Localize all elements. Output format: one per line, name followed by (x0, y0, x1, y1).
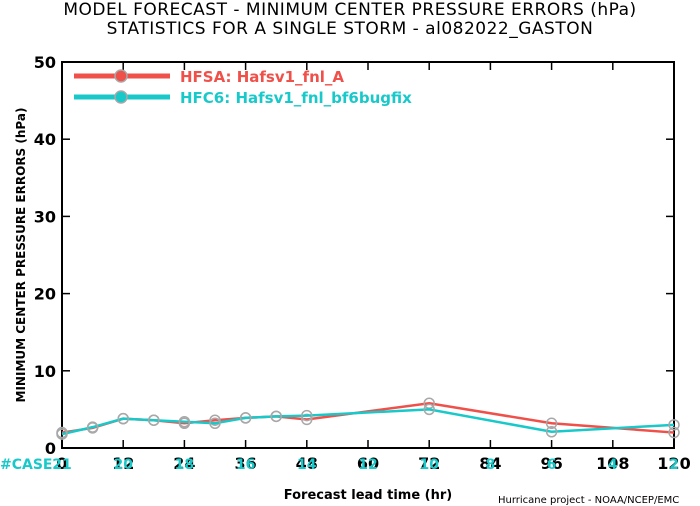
x-tick-label: 36 (234, 454, 256, 473)
x-tick-label: 84 (479, 454, 501, 473)
series-1-point (545, 417, 558, 430)
chart-title: MODEL FORECAST - MINIMUM CENTER PRESSURE… (63, 0, 637, 20)
series-2-point (668, 419, 680, 431)
y-tick-label: 50 (34, 53, 56, 72)
case-count: 14 (297, 457, 317, 473)
series-2-point (239, 412, 252, 424)
x-tick-label: 72 (418, 454, 440, 473)
y-tick-label: 0 (45, 439, 56, 458)
x-tick-label: 120 (657, 454, 690, 473)
series-layer (56, 397, 680, 440)
legend-marker-2 (114, 90, 128, 104)
credit-text: Hurricane project - NOAA/NCEP/EMC (498, 495, 679, 506)
x-tick-label: 12 (112, 454, 134, 473)
series-2-point (148, 414, 160, 426)
case-count: 16 (236, 457, 255, 473)
case-count: 2 (669, 457, 679, 473)
case-count: 6 (547, 457, 557, 473)
x-tick-label: 60 (357, 454, 379, 473)
legend-marker-1 (114, 69, 128, 83)
series-2-point (56, 428, 68, 440)
case-count: 10 (419, 457, 439, 473)
legend-label-1: HFSA: Hafsv1_fnl_A (180, 68, 344, 86)
series-1-point (668, 426, 680, 439)
case-label: #CASE (0, 457, 53, 473)
x-axis-label: Forecast lead time (hr) (284, 488, 452, 503)
y-tick-label: 30 (34, 207, 56, 226)
series-2-point (117, 412, 129, 425)
case-count: 18 (175, 457, 194, 473)
series-2-point (86, 421, 99, 433)
series-1-point (209, 414, 221, 426)
series-2-point (545, 426, 558, 438)
series-2-point (301, 409, 313, 422)
case-count: 4 (608, 457, 618, 473)
case-count: 21 (52, 457, 71, 473)
series-line-1 (61, 401, 675, 434)
x-tick-label: 24 (173, 454, 195, 473)
legend-label-2: HFC6: Hafsv1_fnl_bf6bugfix (180, 89, 412, 107)
series-2-point (209, 417, 221, 430)
chart-subtitle: STATISTICS FOR A SINGLE STORM - al082022… (106, 19, 594, 39)
case-count: 8 (486, 457, 496, 473)
series-2-point (178, 416, 191, 428)
case-count: 12 (358, 457, 377, 473)
x-tick-label: 48 (296, 454, 318, 473)
legend: HFSA: Hafsv1_fnl_A HFC6: Hafsv1_fnl_bf6bu… (74, 68, 412, 107)
x-tick-label: 96 (540, 454, 562, 473)
case-count: 20 (113, 457, 133, 473)
series-line-2 (61, 408, 675, 436)
x-tick-label: 108 (596, 454, 629, 473)
y-tick-label: 20 (34, 285, 56, 304)
plot-frame (61, 61, 675, 449)
y-axis-label: MINIMUM CENTER PRESSURE ERRORS (hPa) (14, 108, 28, 403)
series-2-point (270, 410, 282, 423)
y-tick-label: 10 (34, 362, 56, 381)
series-2-point (423, 403, 435, 416)
x-tick-label: 0 (56, 454, 67, 473)
y-tick-label: 40 (34, 130, 56, 149)
